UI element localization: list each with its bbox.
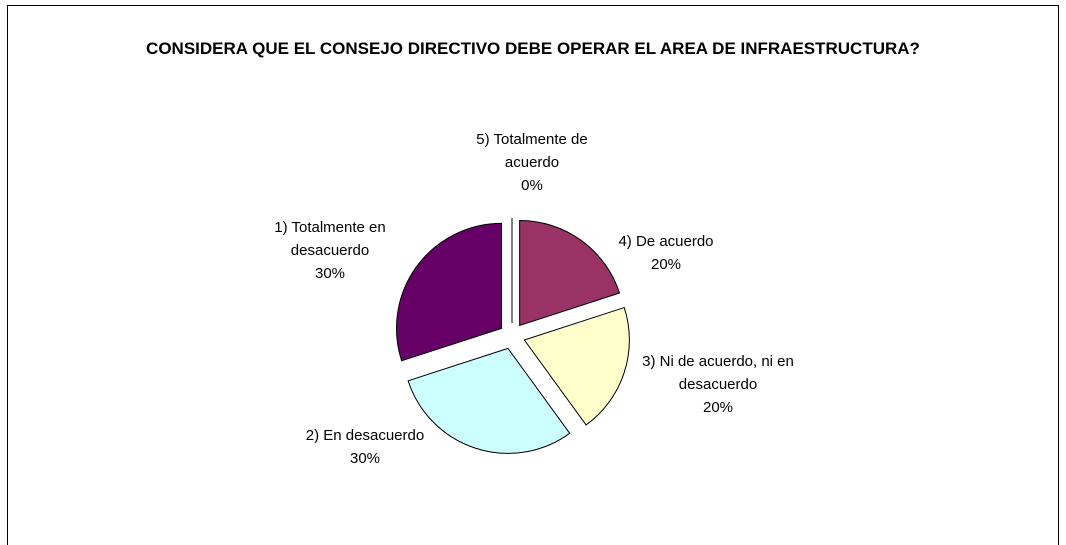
value-label: 20%	[702, 399, 734, 416]
data-label: 1) Totalmente en desacuerdo 30%	[250, 216, 410, 285]
value-label: 30%	[314, 265, 346, 282]
category-label: 1) Totalmente en desacuerdo	[274, 219, 386, 259]
data-label: 2) En desacuerdo 30%	[275, 424, 455, 470]
data-label: 3) Ni de acuerdo, ni en desacuerdo 20%	[623, 350, 813, 419]
data-label: 4) De acuerdo 20%	[596, 230, 736, 276]
pie-slice	[395, 222, 502, 362]
category-label: 4) De acuerdo	[618, 233, 714, 250]
pie-slice	[407, 347, 571, 454]
chart-title: CONSIDERA QUE EL CONSEJO DIRECTIVO DEBE …	[146, 39, 920, 58]
pie-slice	[519, 219, 621, 327]
category-label: 2) En desacuerdo	[305, 427, 425, 444]
value-label: 30%	[349, 450, 381, 467]
pie-slice	[523, 306, 630, 426]
chart-frame	[7, 5, 1059, 545]
category-label: 5) Totalmente de acuerdo	[476, 131, 588, 171]
category-label: 3) Ni de acuerdo, ni en desacuerdo	[642, 353, 794, 393]
value-label: 0%	[521, 177, 543, 194]
value-label: 20%	[650, 256, 682, 273]
data-label: 5) Totalmente de acuerdo 0%	[462, 128, 602, 197]
